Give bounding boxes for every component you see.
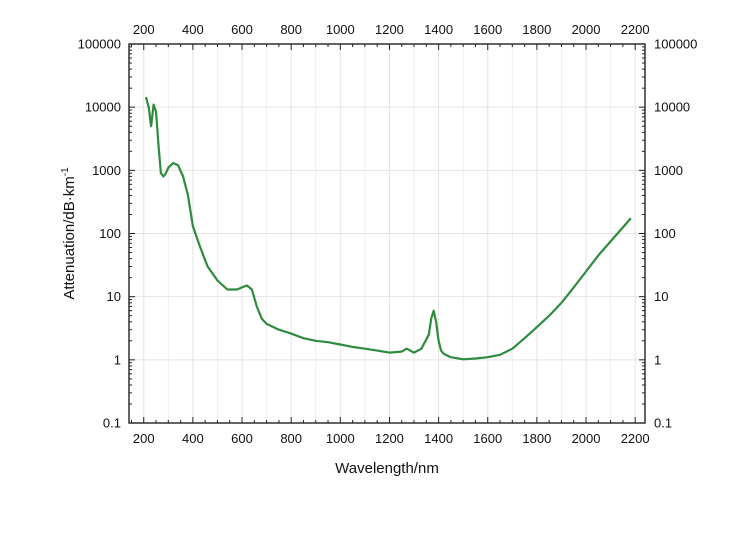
x-tick-label-bottom: 2000 <box>572 431 601 446</box>
y-axis-title-main: Attenuation/dB·km <box>61 176 78 299</box>
x-tick-label-bottom: 1800 <box>522 431 551 446</box>
y-tick-label-left: 100 <box>99 226 121 241</box>
y-tick-label-right: 1 <box>654 352 661 367</box>
x-tick-labels-bottom: 200 400 600 800 1000 1200 1400 1600 1800 2000 2200 <box>133 431 650 446</box>
y-tick-label-right: 100000 <box>654 37 697 52</box>
x-tick-label-top: 2200 <box>621 22 650 37</box>
x-tick-label-top: 200 <box>133 22 155 37</box>
x-tick-label-top: 600 <box>231 22 253 37</box>
y-tick-label-left: 10 <box>107 289 121 304</box>
x-tick-label-bottom: 1200 <box>375 431 404 446</box>
y-tick-label-left: 0.1 <box>103 416 121 431</box>
x-tick-label-bottom: 400 <box>182 431 204 446</box>
x-axis-title: Wavelength/nm <box>335 460 439 477</box>
x-tick-label-top: 800 <box>280 22 302 37</box>
y-tick-label-left: 100000 <box>78 37 121 52</box>
y-tick-label-right: 0.1 <box>654 416 672 431</box>
y-tick-label-right: 10 <box>654 289 668 304</box>
x-tick-label-top: 1400 <box>424 22 453 37</box>
x-tick-label-bottom: 1600 <box>473 431 502 446</box>
x-tick-label-top: 1200 <box>375 22 404 37</box>
x-tick-label-top: 400 <box>182 22 204 37</box>
x-tick-label-bottom: 600 <box>231 431 253 446</box>
x-tick-label-bottom: 1400 <box>424 431 453 446</box>
y-axis-title-superscript: -1 <box>60 167 71 176</box>
x-tick-label-bottom: 200 <box>133 431 155 446</box>
y-tick-label-right: 10000 <box>654 100 690 115</box>
y-tick-label-right: 1000 <box>654 163 683 178</box>
y-tick-labels-left: 0.1 1 10 100 1000 10000 100000 <box>78 37 121 431</box>
plot-frame <box>128 43 646 424</box>
x-tick-label-bottom: 1000 <box>326 431 355 446</box>
y-tick-label-right: 100 <box>654 226 676 241</box>
x-tick-label-top: 1600 <box>473 22 502 37</box>
y-tick-labels-right: 0.1 1 10 100 1000 10000 100000 <box>654 37 697 431</box>
y-axis-title: Attenuation/dB·km-1 <box>60 167 78 300</box>
x-tick-label-top: 1000 <box>326 22 355 37</box>
x-tick-label-top: 1800 <box>522 22 551 37</box>
y-tick-label-left: 10000 <box>85 100 121 115</box>
attenuation-series-line <box>145 96 632 361</box>
x-tick-label-bottom: 800 <box>280 431 302 446</box>
x-tick-labels-top: 200 400 600 800 1000 1200 1400 1600 1800 2000 2200 <box>133 22 650 37</box>
x-tick-label-top: 2000 <box>572 22 601 37</box>
y-tick-label-left: 1000 <box>92 163 121 178</box>
y-tick-label-left: 1 <box>114 352 121 367</box>
x-tick-label-bottom: 2200 <box>621 431 650 446</box>
